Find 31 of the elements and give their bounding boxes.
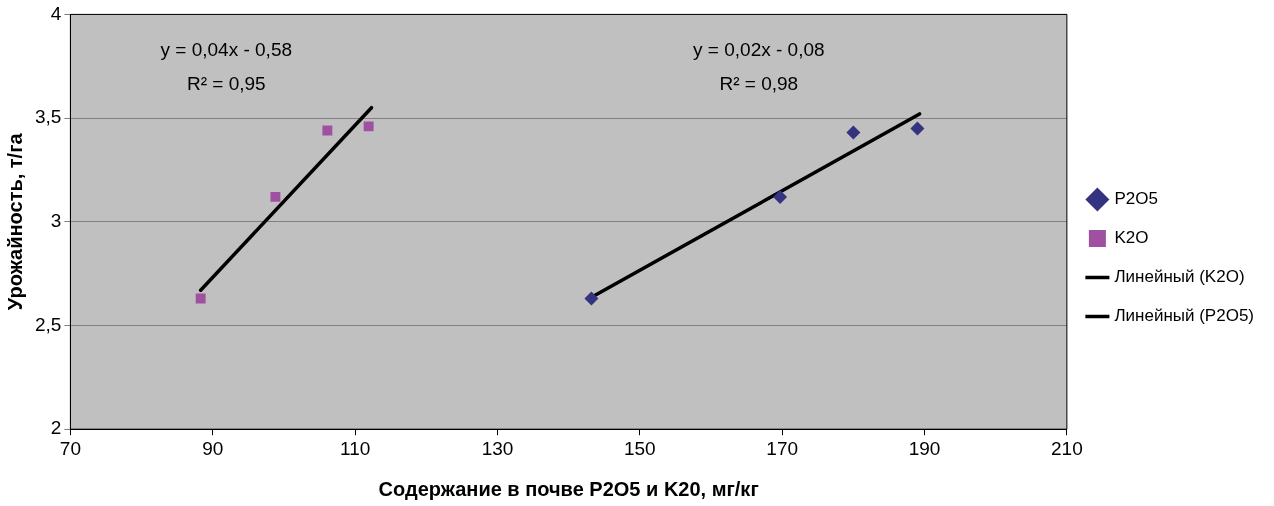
point [846, 125, 861, 140]
point [584, 291, 599, 306]
point [773, 189, 788, 204]
annotation: R² = 0,98 [719, 72, 799, 94]
x-tick-label: 170 [766, 437, 799, 459]
legend-label: Линейный (P2O5) [1114, 306, 1255, 326]
legend-label: K2O [1114, 228, 1149, 248]
annotation: y = 0,02x - 0,08 [693, 38, 825, 60]
y-tick-label: 3 [50, 210, 62, 232]
x-tick-label: 150 [623, 437, 656, 459]
y-tick-label: 4 [50, 2, 62, 24]
x-tick-label: 70 [59, 437, 81, 459]
x-tick-label: 130 [481, 437, 514, 459]
x-tick-label: 210 [1051, 437, 1083, 459]
x-tick-label: 90 [202, 437, 224, 459]
point [195, 293, 206, 304]
point [363, 121, 374, 132]
point [910, 121, 925, 136]
annotation: y = 0,04x - 0,58 [160, 38, 293, 60]
legend-label: P2O5 [1114, 189, 1158, 209]
point [322, 125, 333, 136]
annotation: R² = 0,95 [186, 72, 266, 94]
x-tick-label: 110 [339, 437, 371, 459]
point [270, 191, 281, 202]
y-tick-label: 2 [50, 417, 62, 439]
x-axis-title: Содержание в почве P2O5 и K20, мг/кг [378, 477, 759, 500]
y-tick-label: 3,5 [34, 106, 62, 128]
y-axis-title: Урожайность, т/га [3, 132, 26, 311]
x-tick-label: 190 [908, 437, 941, 459]
legend-label: Линейный (K2O) [1114, 267, 1245, 287]
y-tick-label: 2,5 [34, 313, 62, 335]
